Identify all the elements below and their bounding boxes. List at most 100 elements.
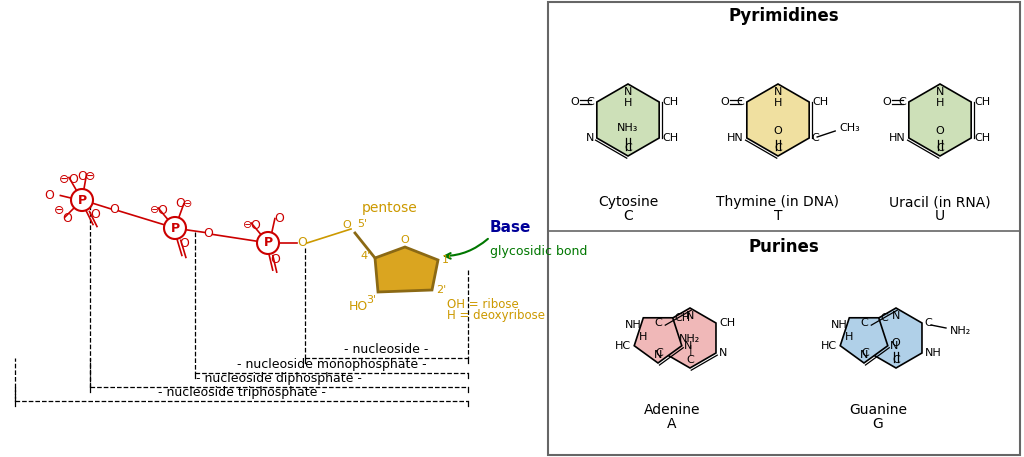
- Text: NH₂: NH₂: [950, 326, 971, 336]
- Text: glycosidic bond: glycosidic bond: [490, 245, 588, 259]
- Text: P: P: [170, 222, 179, 234]
- Text: P: P: [263, 237, 272, 250]
- Text: O: O: [773, 126, 782, 136]
- Polygon shape: [634, 318, 682, 363]
- Circle shape: [257, 232, 279, 254]
- Text: O: O: [297, 237, 307, 250]
- Text: HC: HC: [615, 341, 631, 351]
- Text: Purines: Purines: [749, 238, 819, 256]
- Text: O: O: [179, 238, 188, 250]
- Text: Uracil (in RNA): Uracil (in RNA): [889, 195, 991, 209]
- Text: O: O: [883, 97, 891, 107]
- Text: O: O: [175, 197, 184, 210]
- Text: N: N: [653, 350, 663, 360]
- Text: Guanine: Guanine: [849, 403, 907, 417]
- Text: CH: CH: [663, 133, 678, 143]
- Text: CH: CH: [719, 318, 735, 328]
- Text: C: C: [586, 97, 594, 107]
- Text: ⊖: ⊖: [183, 199, 193, 208]
- Text: C: C: [881, 313, 889, 323]
- Text: NH: NH: [925, 348, 942, 358]
- Text: O: O: [68, 173, 78, 186]
- Text: O: O: [78, 170, 87, 183]
- Text: ⊖: ⊖: [150, 205, 159, 215]
- Text: U: U: [935, 209, 945, 223]
- Text: |: |: [688, 345, 692, 355]
- Text: C: C: [654, 318, 663, 328]
- Polygon shape: [746, 84, 809, 156]
- Text: N: N: [586, 133, 594, 143]
- Text: CH₃: CH₃: [840, 123, 860, 133]
- Text: O: O: [570, 97, 580, 107]
- Text: NH₂: NH₂: [679, 334, 700, 344]
- Text: O: O: [892, 338, 900, 348]
- Text: C: C: [686, 355, 694, 365]
- Text: ⊖: ⊖: [54, 204, 65, 218]
- Text: N: N: [719, 348, 727, 358]
- Text: O: O: [110, 203, 120, 216]
- Text: C: C: [624, 209, 633, 223]
- Text: N: N: [890, 341, 898, 351]
- Text: 4': 4': [360, 251, 371, 261]
- Text: NH: NH: [830, 320, 847, 330]
- Text: H: H: [639, 332, 647, 342]
- Text: - nucleoside diphosphate -: - nucleoside diphosphate -: [196, 372, 361, 385]
- Text: C: C: [860, 318, 868, 328]
- Polygon shape: [841, 318, 888, 363]
- Polygon shape: [597, 84, 659, 156]
- Text: O: O: [343, 220, 351, 230]
- Text: NH₃: NH₃: [617, 123, 639, 133]
- Text: Adenine: Adenine: [644, 403, 700, 417]
- Text: N: N: [684, 341, 692, 351]
- Text: CH: CH: [675, 313, 691, 323]
- Text: O: O: [400, 235, 410, 245]
- Text: CH: CH: [974, 133, 990, 143]
- Text: HO: HO: [349, 299, 368, 313]
- Text: - nucleoside -: - nucleoside -: [344, 343, 429, 356]
- Text: H: H: [774, 98, 782, 108]
- Text: ⊖: ⊖: [243, 220, 252, 230]
- Text: N: N: [624, 87, 632, 97]
- Text: A: A: [668, 417, 677, 431]
- Text: O: O: [158, 203, 167, 217]
- Text: 2': 2': [436, 285, 446, 295]
- Text: P: P: [78, 193, 87, 207]
- Text: N: N: [892, 311, 900, 321]
- Text: C: C: [936, 143, 944, 153]
- Text: O: O: [90, 207, 100, 221]
- Polygon shape: [664, 308, 716, 368]
- Text: C: C: [774, 143, 782, 153]
- Text: - nucleoside triphosphate -: - nucleoside triphosphate -: [158, 386, 326, 399]
- Text: O: O: [250, 218, 260, 232]
- Text: CH: CH: [812, 97, 828, 107]
- Text: N: N: [860, 350, 868, 360]
- Text: pentose: pentose: [362, 201, 418, 215]
- Text: 1': 1': [442, 255, 453, 265]
- Text: ⊖: ⊖: [58, 173, 70, 186]
- Text: ⊖: ⊖: [85, 170, 96, 183]
- Text: CH: CH: [974, 97, 990, 107]
- Polygon shape: [870, 308, 922, 368]
- Circle shape: [71, 189, 93, 211]
- Text: O: O: [936, 126, 944, 136]
- Text: O: O: [44, 189, 54, 202]
- Text: Thymine (in DNA): Thymine (in DNA): [717, 195, 840, 209]
- Text: O: O: [721, 97, 729, 107]
- Text: C: C: [892, 355, 900, 365]
- Text: H = deoxyribose: H = deoxyribose: [447, 309, 545, 323]
- Polygon shape: [909, 84, 971, 156]
- Text: C: C: [811, 133, 819, 143]
- Text: 5': 5': [357, 219, 368, 229]
- Text: O: O: [269, 253, 280, 266]
- Text: C: C: [861, 348, 869, 358]
- Text: O: O: [62, 213, 72, 225]
- Text: C: C: [655, 348, 663, 358]
- Text: HC: HC: [821, 341, 838, 351]
- Text: HN: HN: [727, 133, 743, 143]
- Text: O: O: [204, 227, 213, 240]
- Text: HN: HN: [889, 133, 906, 143]
- Text: - nucleoside monophosphate -: - nucleoside monophosphate -: [237, 358, 426, 371]
- Polygon shape: [375, 247, 438, 292]
- Text: T: T: [774, 209, 782, 223]
- Text: C: C: [898, 97, 906, 107]
